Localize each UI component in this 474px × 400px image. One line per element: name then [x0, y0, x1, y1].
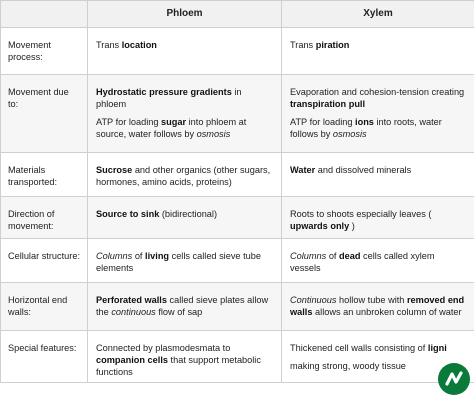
- table-row: Horizontal end walls: Perforated walls ca…: [0, 282, 474, 331]
- bold-text: Sucrose: [96, 165, 133, 175]
- bold-text: upwards only: [290, 221, 350, 231]
- bold-text: location: [121, 40, 157, 50]
- header-row: Phloem Xylem: [0, 0, 474, 28]
- text: Roots to shoots especially leaves (: [290, 209, 432, 219]
- table-row: Movement due to: Hydrostatic pressure gra…: [0, 74, 474, 153]
- comparison-table: Phloem Xylem Movement process: Trans loca…: [0, 0, 474, 383]
- table-row: Materials transported: Sucrose and other …: [0, 152, 474, 197]
- brand-logo-icon: [438, 363, 470, 395]
- text: of: [326, 251, 340, 261]
- text: called sieve plates allow the: [96, 295, 269, 317]
- cell-paragraph: Roots to shoots especially leaves ( upwa…: [290, 208, 466, 232]
- xylem-cell: Trans piration: [281, 27, 474, 75]
- italic-text: Columns: [96, 251, 133, 261]
- table-row: Special features: Connected by plasmodesm…: [0, 330, 474, 383]
- logo-mark: [445, 371, 463, 386]
- text: flow of sap: [155, 307, 203, 317]
- text: (bidirectional): [159, 209, 218, 219]
- cell-paragraph: Hydrostatic pressure gradients in phloem: [96, 86, 273, 110]
- cell-paragraph: Trans location: [96, 39, 273, 51]
- cell-paragraph: Connected by plasmodesmata to companion …: [96, 342, 273, 378]
- text: making strong, woody tissue: [290, 361, 406, 371]
- italic-text: Continuous: [290, 295, 337, 305]
- text: in phloem: [96, 87, 242, 109]
- bold-text: Perforated walls: [96, 295, 167, 305]
- bold-text: ions: [355, 117, 374, 127]
- text: of: [132, 251, 146, 261]
- bold-text: Hydrostatic pressure gradients: [96, 87, 232, 97]
- bold-text: transpiration pull: [290, 99, 366, 109]
- bold-text: Source to sink: [96, 209, 160, 219]
- row-label: Horizontal end walls:: [0, 282, 88, 331]
- text: ): [349, 221, 355, 231]
- row-label: Movement process:: [0, 27, 88, 75]
- text: hollow tube with: [336, 295, 407, 305]
- xylem-cell: Water and dissolved minerals: [281, 152, 474, 197]
- text: into phloem at source, water follows by: [96, 117, 247, 139]
- bold-text: sugar: [161, 117, 187, 127]
- text: Evaporation and cohesion-tension creatin…: [290, 87, 465, 97]
- table-row: Movement process: Trans location Trans pir…: [0, 27, 474, 75]
- cell-paragraph: Columns of living cells called sieve tub…: [96, 250, 273, 274]
- text: Trans: [290, 40, 316, 50]
- bold-text: companion cells: [96, 355, 168, 365]
- text: ATP for loading: [96, 117, 162, 127]
- xylem-cell: Continuous hollow tube with removed end …: [281, 282, 474, 331]
- cell-paragraph: Trans piration: [290, 39, 466, 51]
- italic-text: continuous: [111, 307, 156, 317]
- text: Thickened cell walls consisting of: [290, 343, 428, 353]
- xylem-cell: Roots to shoots especially leaves ( upwa…: [281, 196, 474, 239]
- italic-text: osmosis: [196, 129, 231, 139]
- text: and dissolved minerals: [315, 165, 412, 175]
- xylem-cell: Evaporation and cohesion-tension creatin…: [281, 74, 474, 153]
- xylem-header: Xylem: [281, 0, 474, 28]
- phloem-cell: Sucrose and other organics (other sugars…: [87, 152, 282, 197]
- text: ATP for loading: [290, 117, 356, 127]
- xylem-cell: Columns of dead cells called xylem vesse…: [281, 238, 474, 283]
- text: allows an unbroken column of water: [312, 307, 462, 317]
- cell-paragraph: ATP for loading ions into roots, water f…: [290, 116, 466, 140]
- bold-text: piration: [315, 40, 350, 50]
- table-row: Direction of movement: Source to sink (bi…: [0, 196, 474, 239]
- bold-text: Water: [290, 165, 316, 175]
- text: Trans: [96, 40, 122, 50]
- bold-text: dead: [339, 251, 361, 261]
- cell-paragraph: making strong, woody tissue: [290, 360, 466, 372]
- phloem-cell: Perforated walls called sieve plates all…: [87, 282, 282, 331]
- text: cells called sieve tube elements: [96, 251, 261, 273]
- italic-text: Columns: [290, 251, 327, 261]
- phloem-cell: Source to sink (bidirectional): [87, 196, 282, 239]
- row-label: Cellular structure:: [0, 238, 88, 283]
- bold-text: removed end walls: [290, 295, 465, 317]
- phloem-cell: Trans location: [87, 27, 282, 75]
- text: Connected by plasmodesmata to: [96, 343, 231, 353]
- phloem-cell: Columns of living cells called sieve tub…: [87, 238, 282, 283]
- row-label: Materials transported:: [0, 152, 88, 197]
- cell-paragraph: ATP for loading sugar into phloem at sou…: [96, 116, 273, 140]
- cell-paragraph: Continuous hollow tube with removed end …: [290, 294, 466, 318]
- text: cells called xylem vessels: [290, 251, 435, 273]
- row-label: Movement due to:: [0, 74, 88, 153]
- row-label: Special features:: [0, 330, 88, 383]
- text: and other organics (other sugars, hormon…: [96, 165, 271, 187]
- italic-text: osmosis: [332, 129, 367, 139]
- cell-paragraph: Columns of dead cells called xylem vesse…: [290, 250, 466, 274]
- cell-paragraph: Water and dissolved minerals: [290, 164, 466, 176]
- phloem-header: Phloem: [87, 0, 282, 28]
- cell-paragraph: Source to sink (bidirectional): [96, 208, 273, 220]
- phloem-cell: Hydrostatic pressure gradients in phloem…: [87, 74, 282, 153]
- phloem-cell: Connected by plasmodesmata to companion …: [87, 330, 282, 383]
- cell-paragraph: Sucrose and other organics (other sugars…: [96, 164, 273, 188]
- cell-paragraph: Perforated walls called sieve plates all…: [96, 294, 273, 318]
- corner-header: [0, 0, 88, 28]
- table-row: Cellular structure: Columns of living cel…: [0, 238, 474, 283]
- bold-text: ligni: [427, 343, 447, 353]
- cell-paragraph: Evaporation and cohesion-tension creatin…: [290, 86, 466, 110]
- cell-paragraph: Thickened cell walls consisting of ligni: [290, 342, 466, 354]
- bold-text: living: [145, 251, 170, 261]
- row-label: Direction of movement:: [0, 196, 88, 239]
- text: that support metabolic functions: [96, 355, 261, 377]
- text: into roots, water follows by: [290, 117, 442, 139]
